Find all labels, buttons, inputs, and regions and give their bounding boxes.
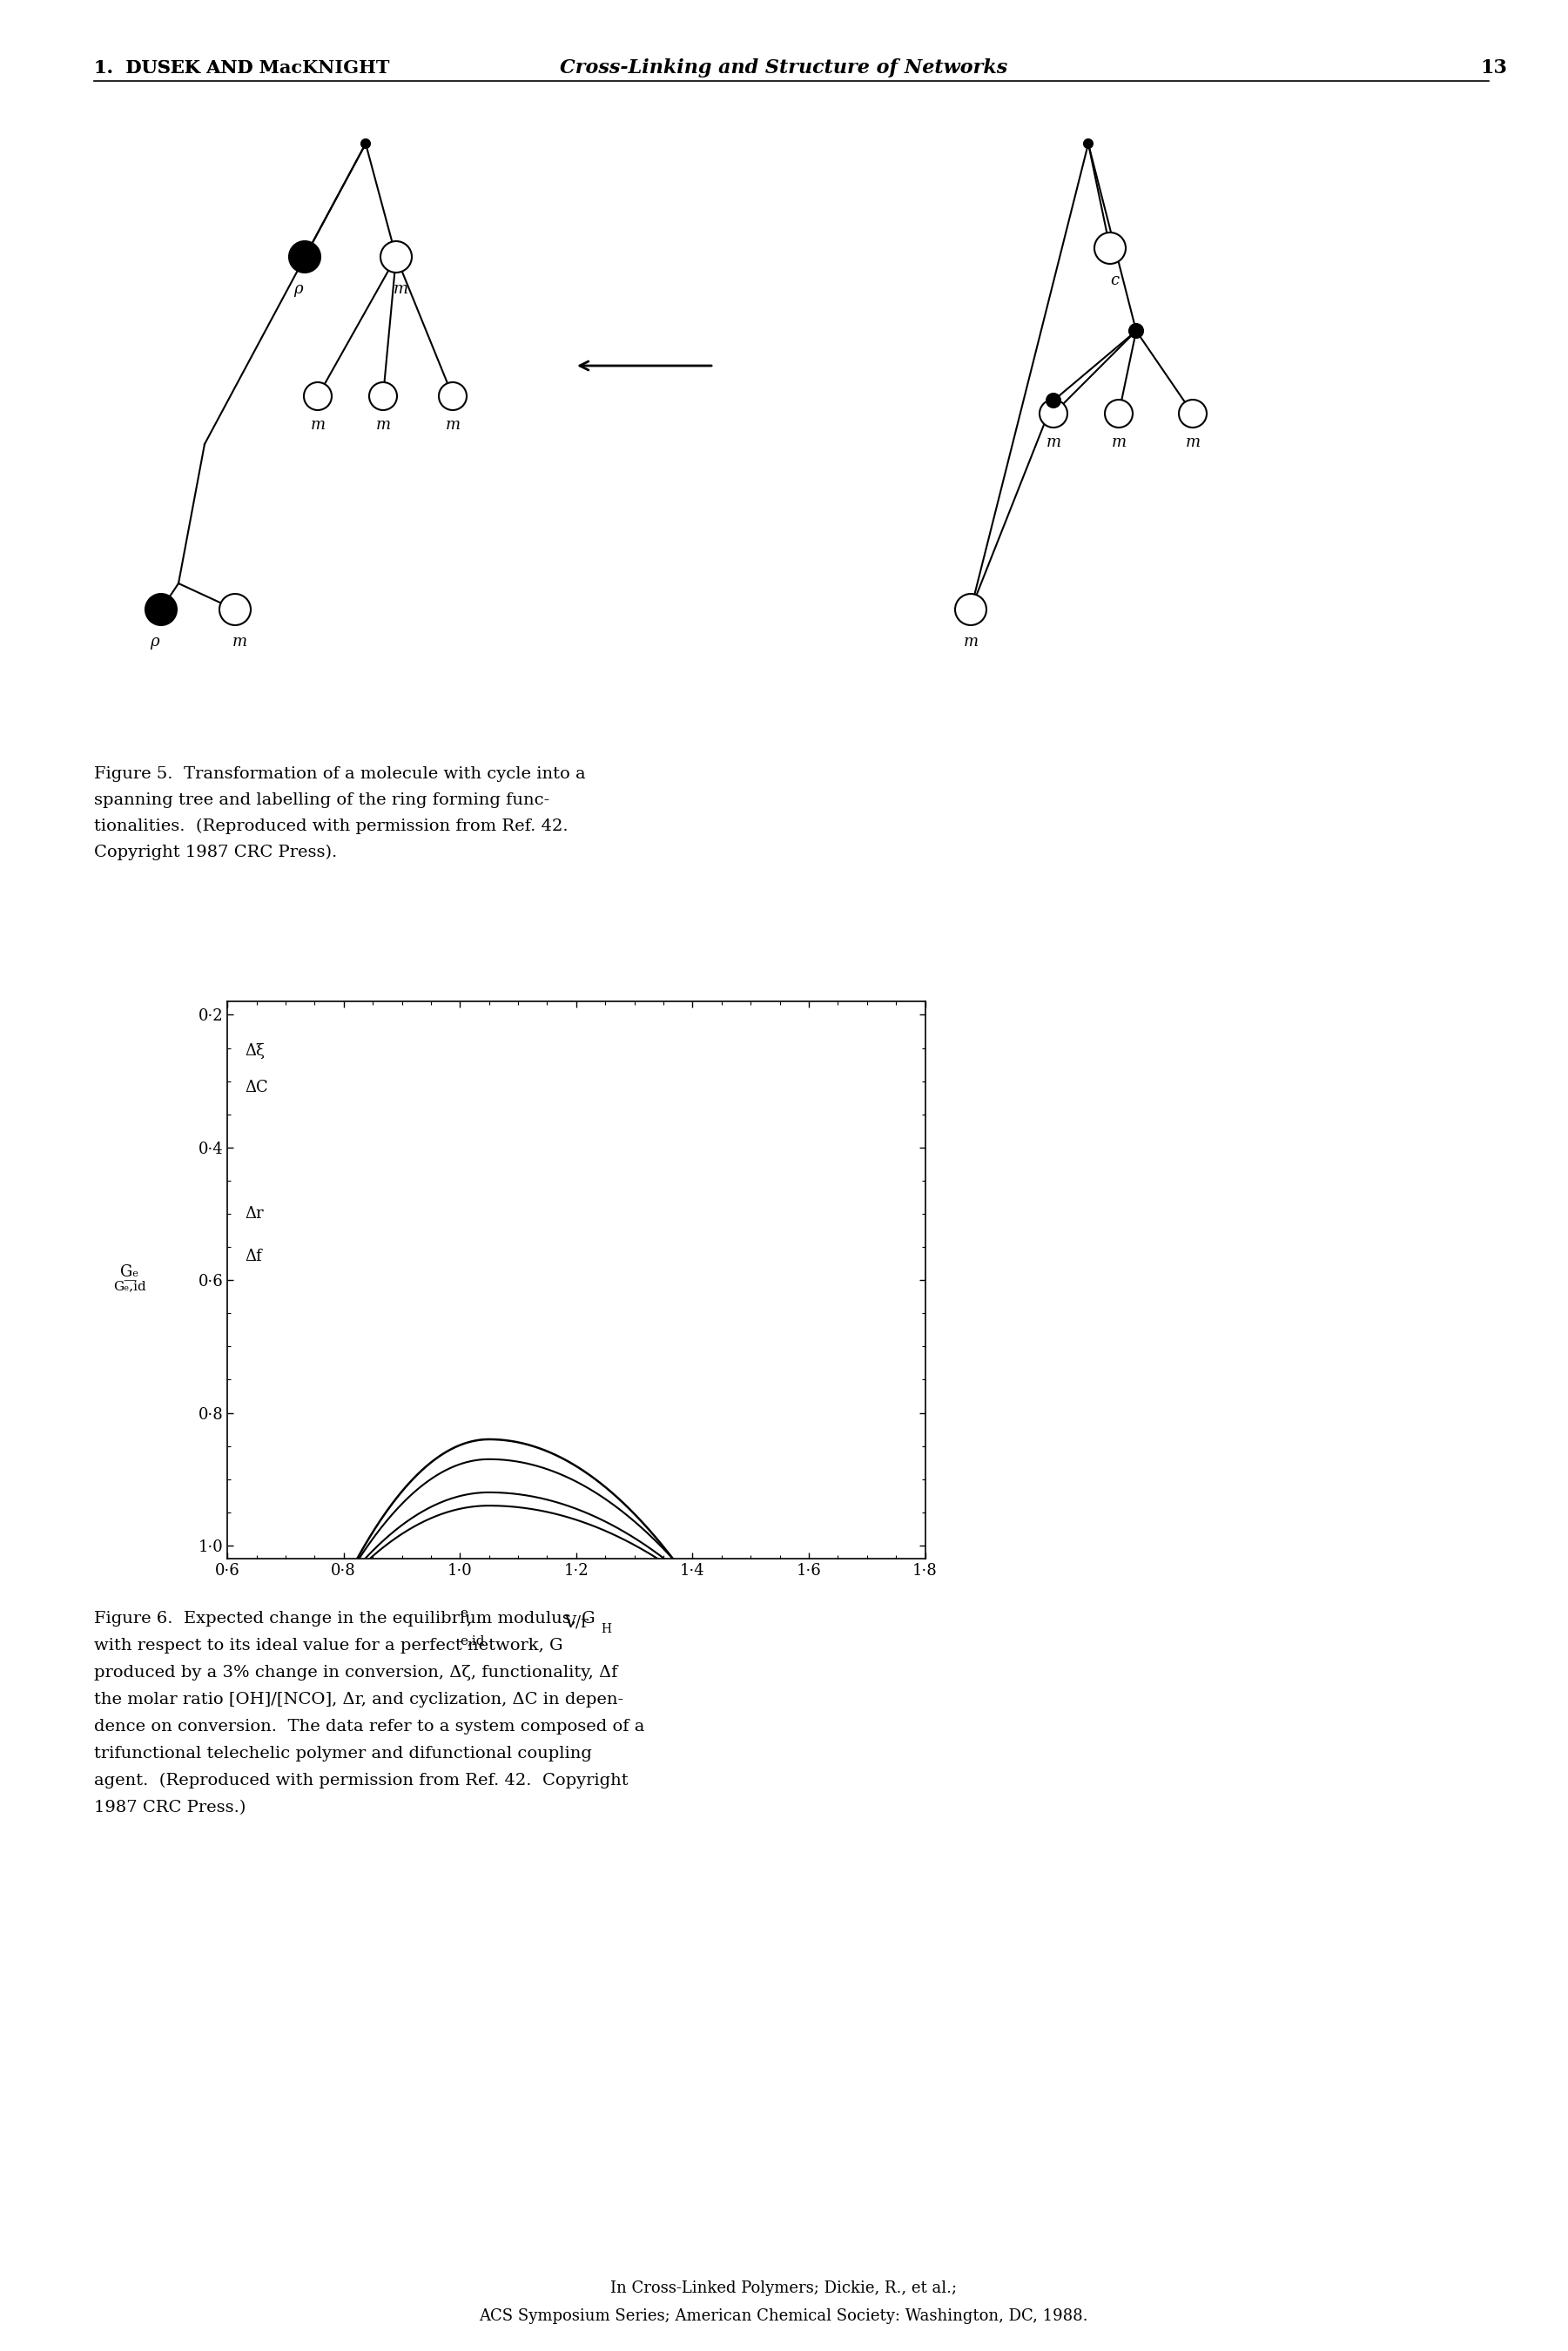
Text: 13: 13 (1480, 59, 1507, 78)
Circle shape (1105, 400, 1132, 428)
Circle shape (1040, 400, 1068, 428)
Text: ρ: ρ (293, 282, 303, 296)
Text: e,id: e,id (459, 1634, 485, 1646)
Text: 1.  DUSEK AND MacKNIGHT: 1. DUSEK AND MacKNIGHT (94, 59, 389, 78)
Text: m: m (232, 635, 246, 649)
Text: Gₑ,id: Gₑ,id (113, 1279, 146, 1293)
Circle shape (304, 383, 332, 409)
Text: ρ: ρ (149, 635, 158, 649)
Text: m: m (310, 416, 325, 433)
Circle shape (368, 383, 397, 409)
Circle shape (289, 242, 320, 273)
Text: Copyright 1987 CRC Press).: Copyright 1987 CRC Press). (94, 844, 337, 860)
Circle shape (1046, 393, 1060, 407)
Text: ACS Symposium Series; American Chemical Society: Washington, DC, 1988.: ACS Symposium Series; American Chemical … (480, 2309, 1088, 2325)
Circle shape (1129, 324, 1143, 339)
Text: Δf: Δf (245, 1248, 262, 1265)
Text: —: — (122, 1274, 136, 1286)
Text: Figure 5.  Transformation of a molecule with cycle into a: Figure 5. Transformation of a molecule w… (94, 766, 585, 783)
Text: 1.  DUSEK AND M: 1. DUSEK AND M (94, 59, 279, 78)
Text: tionalities.  (Reproduced with permission from Ref. 42.: tionalities. (Reproduced with permission… (94, 818, 568, 835)
Text: Cross-Linking and Structure of Networks: Cross-Linking and Structure of Networks (560, 59, 1007, 78)
Text: Δξ: Δξ (245, 1044, 265, 1058)
Text: m: m (445, 416, 459, 433)
Text: m: m (1046, 435, 1062, 449)
Text: spanning tree and labelling of the ring forming func-: spanning tree and labelling of the ring … (94, 792, 549, 809)
Circle shape (439, 383, 467, 409)
Text: ΔC: ΔC (245, 1079, 268, 1096)
Circle shape (220, 595, 251, 625)
Text: m: m (1185, 435, 1200, 449)
Text: Δr: Δr (245, 1206, 263, 1223)
Text: c: c (1110, 273, 1120, 289)
Text: Figure 6.  Expected change in the equilibrium modulus, G: Figure 6. Expected change in the equilib… (94, 1610, 596, 1627)
Text: trifunctional telechelic polymer and difunctional coupling: trifunctional telechelic polymer and dif… (94, 1747, 591, 1761)
Circle shape (1094, 233, 1126, 263)
Circle shape (1179, 400, 1207, 428)
Text: ,: , (466, 1610, 472, 1627)
Text: H: H (601, 1622, 612, 1634)
Circle shape (146, 595, 177, 625)
Text: m: m (376, 416, 390, 433)
Text: 1987 CRC Press.): 1987 CRC Press.) (94, 1801, 246, 1815)
Text: m: m (394, 282, 408, 296)
Circle shape (361, 139, 370, 148)
Text: agent.  (Reproduced with permission from Ref. 42.  Copyright: agent. (Reproduced with permission from … (94, 1773, 629, 1789)
Circle shape (381, 242, 412, 273)
Text: produced by a 3% change in conversion, Δζ, functionality, Δf: produced by a 3% change in conversion, Δ… (94, 1665, 618, 1681)
Text: the molar ratio [OH]/[NCO], Δr, and cyclization, ΔC in depen-: the molar ratio [OH]/[NCO], Δr, and cycl… (94, 1693, 624, 1707)
Text: e: e (459, 1608, 467, 1620)
Text: m: m (1112, 435, 1126, 449)
Text: m: m (963, 635, 978, 649)
Text: with respect to its ideal value for a perfect network, G: with respect to its ideal value for a pe… (94, 1639, 563, 1653)
Circle shape (1083, 139, 1093, 148)
Text: Gₑ: Gₑ (121, 1265, 140, 1279)
Circle shape (955, 595, 986, 625)
Text: dence on conversion.  The data refer to a system composed of a: dence on conversion. The data refer to a… (94, 1719, 644, 1735)
Text: V/r: V/r (564, 1615, 588, 1629)
Text: In Cross-Linked Polymers; Dickie, R., et al.;: In Cross-Linked Polymers; Dickie, R., et… (610, 2280, 956, 2297)
